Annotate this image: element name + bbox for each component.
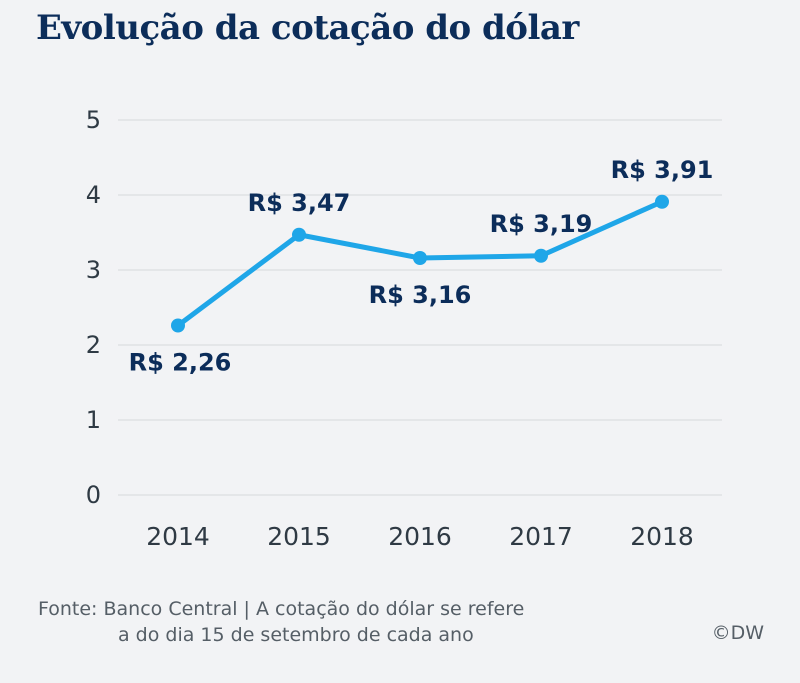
y-tick-label: 1 [86, 406, 101, 434]
data-label: R$ 3,47 [248, 189, 351, 217]
x-tick-label: 2018 [630, 522, 694, 551]
source-note: Fonte: Banco Central | A cotação do dóla… [38, 596, 524, 648]
data-point [413, 251, 427, 265]
y-tick-label: 3 [86, 256, 101, 284]
x-tick-label: 2014 [146, 522, 210, 551]
source-line-2: a do dia 15 de setembro de cada ano [118, 624, 474, 646]
data-label: R$ 3,19 [490, 210, 593, 238]
data-label: R$ 3,16 [369, 281, 472, 309]
data-label: R$ 3,91 [611, 156, 714, 184]
x-tick-label: 2017 [509, 522, 573, 551]
x-tick-label: 2015 [267, 522, 331, 551]
y-tick-label: 2 [86, 331, 101, 359]
y-tick-label: 5 [86, 106, 101, 134]
credit-label: ©DW [711, 622, 764, 644]
x-tick-label: 2016 [388, 522, 452, 551]
source-line-1: Fonte: Banco Central | A cotação do dóla… [38, 598, 525, 620]
data-point [655, 194, 669, 209]
data-point [292, 227, 306, 242]
chart-title: Evolução da cotação do dólar [36, 8, 579, 48]
y-tick-label: 0 [86, 481, 101, 509]
data-point [534, 248, 548, 263]
line-chart: 0 1 2 3 4 5 2014 2015 2016 2017 2018 R$ 2,26 R$ 3,47… [86, 106, 722, 551]
data-label: R$ 2,26 [129, 349, 232, 377]
data-point [171, 318, 185, 333]
y-tick-label: 4 [86, 181, 101, 209]
